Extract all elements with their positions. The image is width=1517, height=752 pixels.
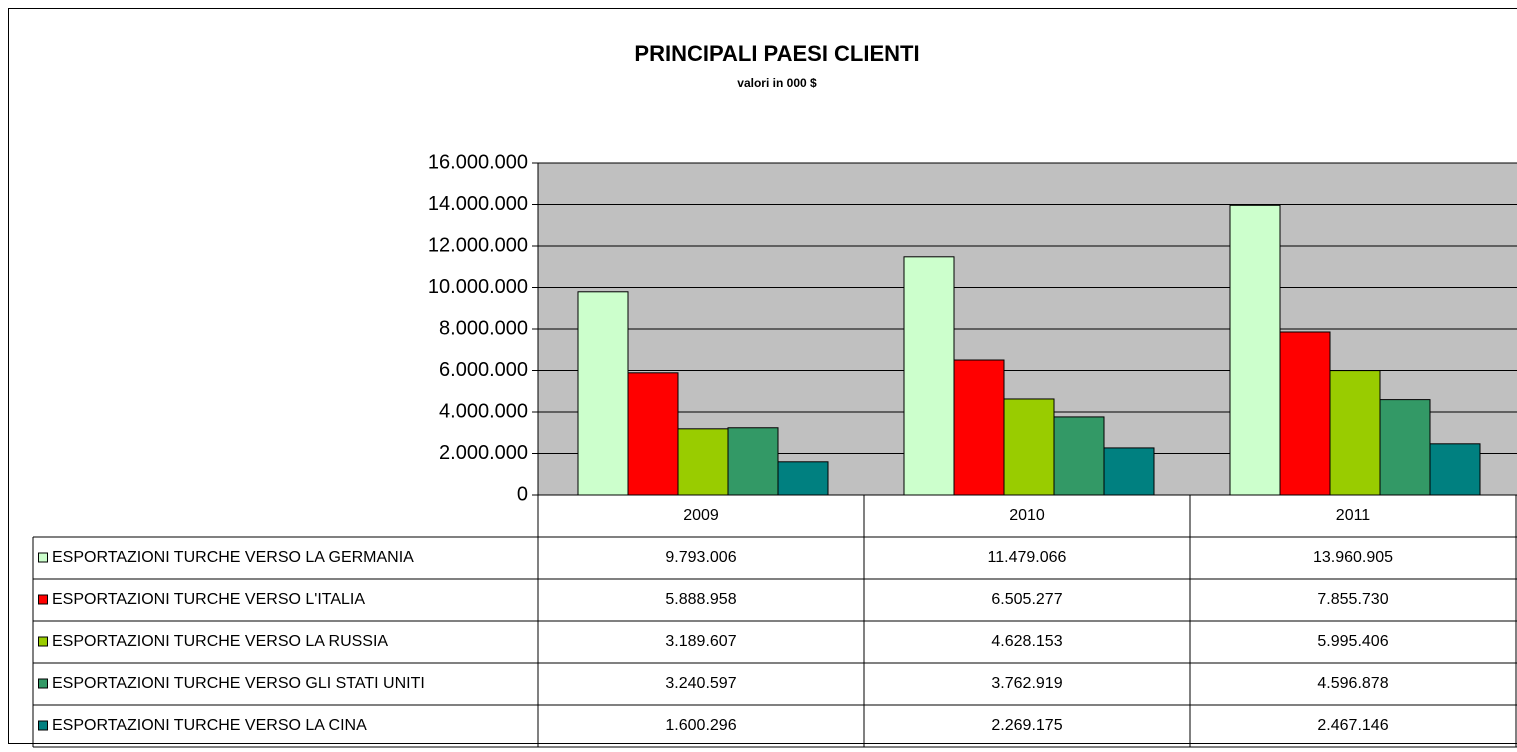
y-tick-label: 0 (517, 483, 528, 505)
legend-swatch (38, 552, 48, 563)
legend-label: ESPORTAZIONI TURCHE VERSO GLI STATI UNIT… (52, 675, 425, 692)
bar (1429, 443, 1481, 496)
y-tick-label: 4.000.000 (439, 400, 528, 422)
legend-label: ESPORTAZIONI TURCHE VERSO L'ITALIA (52, 591, 365, 608)
chart-subtitle: valori in 000 $ (737, 76, 817, 90)
table-value: 1.600.296 (665, 717, 736, 734)
table-value: 7.855.730 (1317, 591, 1388, 608)
chart-title: PRINCIPALI PAESI CLIENTI (634, 41, 919, 66)
table-value: 4.596.878 (1317, 675, 1388, 692)
legend-swatch (38, 594, 48, 605)
bar (627, 372, 679, 496)
table-value: 3.189.607 (665, 633, 736, 650)
table-value: 11.479.066 (988, 549, 1067, 566)
bar (677, 428, 729, 496)
bar (1229, 204, 1281, 496)
y-tick-label: 8.000.000 (439, 317, 528, 339)
bar (903, 256, 955, 496)
x-tick-label: 2009 (683, 507, 719, 524)
legend-swatch (38, 720, 48, 731)
table-value: 2.269.175 (991, 717, 1062, 734)
bar (1003, 398, 1055, 496)
table-value: 5.888.958 (665, 591, 736, 608)
bar (577, 291, 629, 496)
table-value: 3.762.919 (991, 675, 1062, 692)
bar (1053, 416, 1105, 496)
legend-swatch (38, 678, 48, 689)
y-tick-label: 16.000.000 (428, 151, 528, 173)
legend-label: ESPORTAZIONI TURCHE VERSO LA GERMANIA (52, 549, 414, 566)
y-tick-label: 10.000.000 (428, 276, 528, 298)
table-value: 2.467.146 (1317, 717, 1388, 734)
bar (1279, 331, 1331, 496)
legend-swatch (38, 636, 48, 647)
table-value: 13.960.905 (1313, 549, 1393, 566)
bar (777, 461, 829, 496)
table-value: 3.240.597 (665, 675, 736, 692)
table-value: 5.995.406 (1317, 633, 1388, 650)
y-tick-label: 14.000.000 (428, 193, 528, 215)
y-tick-label: 6.000.000 (439, 359, 528, 381)
bar (953, 359, 1005, 496)
bar (1329, 370, 1381, 496)
bar (1103, 447, 1155, 496)
x-tick-label: 2010 (1009, 507, 1045, 524)
bar (1379, 399, 1431, 496)
table-value: 9.793.006 (665, 549, 736, 566)
y-tick-label: 12.000.000 (428, 234, 528, 256)
x-tick-label: 2011 (1336, 507, 1371, 524)
table-value: 6.505.277 (991, 591, 1062, 608)
bar (727, 427, 779, 496)
table-value: 4.628.153 (991, 633, 1062, 650)
legend-label: ESPORTAZIONI TURCHE VERSO LA RUSSIA (52, 633, 388, 650)
legend-label: ESPORTAZIONI TURCHE VERSO LA CINA (52, 717, 367, 734)
y-tick-label: 2.000.000 (439, 442, 528, 464)
